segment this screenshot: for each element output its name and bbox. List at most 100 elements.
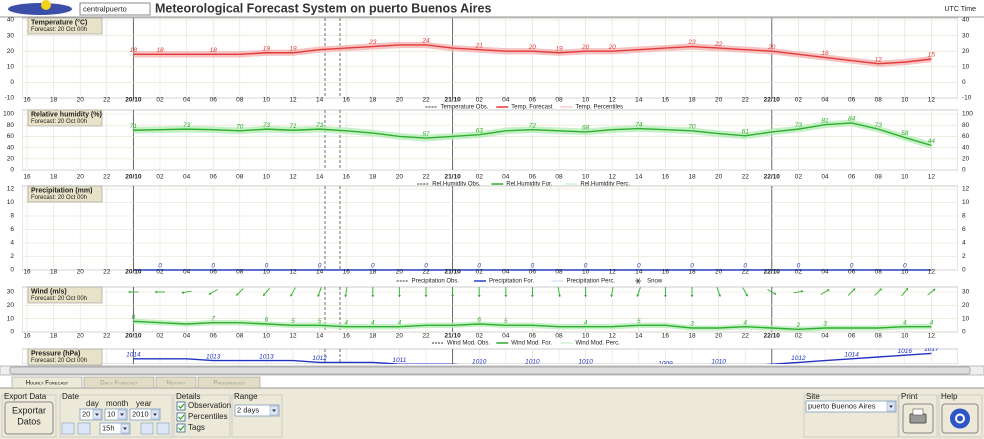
range-select-value: 2 days [237, 405, 259, 414]
checkbox-tick [178, 414, 185, 420]
wind-arrow [793, 290, 804, 294]
value-tag: 0 [743, 263, 747, 270]
x-tick-label: 20/10 [125, 269, 142, 276]
year-select[interactable] [129, 408, 161, 421]
day-select[interactable] [79, 408, 103, 421]
x-tick-label: 08 [875, 269, 883, 276]
wind-arrow [344, 286, 348, 298]
x-tick-label: 16 [662, 97, 670, 104]
value-tag: 7 [211, 315, 215, 322]
value-tag: 0 [424, 263, 428, 270]
x-tick-label: 06 [848, 269, 856, 276]
group-label: Site [806, 392, 820, 401]
x-tick-label: 18 [688, 269, 696, 276]
scrollbar-thumb[interactable] [9, 366, 971, 375]
arrow-head [826, 289, 830, 292]
checkbox[interactable] [176, 412, 186, 422]
x-tick-label: 04 [183, 333, 191, 340]
percentile-band [133, 41, 932, 67]
value-tag: 1016 [898, 348, 913, 355]
checkbox[interactable] [176, 401, 186, 411]
arrow-head [477, 294, 481, 297]
date-nav-button[interactable] [61, 422, 75, 435]
tab-label: Preferences [213, 381, 245, 387]
wind-arrow [767, 289, 777, 295]
site-code-input[interactable] [79, 2, 151, 16]
x-tick-label: 22/10 [764, 97, 781, 104]
y-tick-label-right: 0 [962, 267, 966, 274]
value-tag: 15 [928, 52, 936, 59]
value-tag: 12 [875, 56, 883, 63]
arrow-head [530, 294, 534, 297]
wind-arrow [557, 286, 561, 298]
logo-sun [41, 0, 51, 10]
value-tag: 73 [183, 122, 191, 129]
hour-select-arrow-glyph [123, 427, 127, 430]
arrow-head [558, 294, 561, 297]
x-tick-label: 04 [821, 269, 829, 276]
legend-label: Rel.Humidity For. [506, 182, 552, 188]
x-tick-label: 22 [422, 333, 430, 340]
panel-title-box [27, 185, 103, 203]
x-tick-label: 21/10 [444, 269, 461, 276]
date-nav-button[interactable] [156, 422, 170, 435]
y-tick-label: 0 [10, 167, 14, 174]
value-tag: 1010 [525, 359, 540, 366]
value-tag: 6 [265, 317, 269, 324]
export-button[interactable] [4, 401, 54, 435]
checkbox-label: Observation [188, 401, 231, 410]
tab[interactable] [155, 376, 197, 389]
x-tick-label: 02 [476, 97, 484, 104]
arrow-head [344, 294, 348, 297]
forecast-line [133, 44, 932, 65]
tab[interactable] [11, 376, 83, 389]
x-tick-label: 14 [635, 333, 643, 340]
hour-select[interactable] [99, 422, 131, 435]
value-tag: 4 [344, 319, 348, 326]
wind-arrow [181, 290, 192, 294]
x-tick-label: 14 [316, 174, 324, 181]
x-tick-label: 08 [236, 174, 244, 181]
value-tag: 73 [316, 122, 324, 129]
date-field-label: year [136, 399, 152, 408]
value-tag: 0 [211, 263, 215, 270]
x-tick-label: 08 [555, 174, 563, 181]
arrow-head [128, 290, 131, 294]
x-tick-label: 02 [156, 333, 164, 340]
x-tick-label: 10 [582, 174, 590, 181]
site-select[interactable] [805, 400, 897, 413]
x-tick-label: 12 [609, 174, 617, 181]
y-tick-label: 4 [10, 240, 14, 247]
x-tick-label: 20 [77, 174, 85, 181]
x-tick-label: 18 [369, 269, 377, 276]
site-select-value: puerto Buenos Aires [808, 401, 876, 410]
arrow-head [317, 294, 320, 297]
y-tick-label: 6 [10, 226, 14, 233]
date-field-label: day [86, 399, 99, 408]
tab[interactable] [197, 376, 261, 389]
wind-arrow [820, 289, 830, 295]
date-nav-button[interactable] [140, 422, 154, 435]
x-tick-label: 08 [236, 269, 244, 276]
y-tick-label-right: 30 [962, 32, 970, 39]
value-tag: 21 [475, 42, 484, 49]
arrow-head [801, 290, 804, 293]
forecast-line [133, 320, 932, 331]
range-select[interactable] [234, 404, 280, 417]
tab[interactable] [83, 376, 155, 389]
x-tick-label: 22 [103, 269, 111, 276]
date-nav-button[interactable] [77, 422, 91, 435]
x-tick-label: 10 [263, 333, 271, 340]
x-tick-label: 12 [928, 174, 936, 181]
month-select[interactable] [104, 408, 128, 421]
wind-arrow [128, 290, 139, 294]
checkbox[interactable] [176, 423, 186, 433]
x-tick-label: 20 [715, 269, 723, 276]
value-tag: 8 [132, 314, 136, 321]
value-tag: 23 [687, 39, 696, 46]
x-tick-label: 18 [688, 97, 696, 104]
day-select-arrow-glyph [95, 413, 99, 416]
group-frame [938, 394, 983, 438]
y-tick-label: 30 [7, 32, 15, 39]
value-tag: 4 [371, 319, 375, 326]
